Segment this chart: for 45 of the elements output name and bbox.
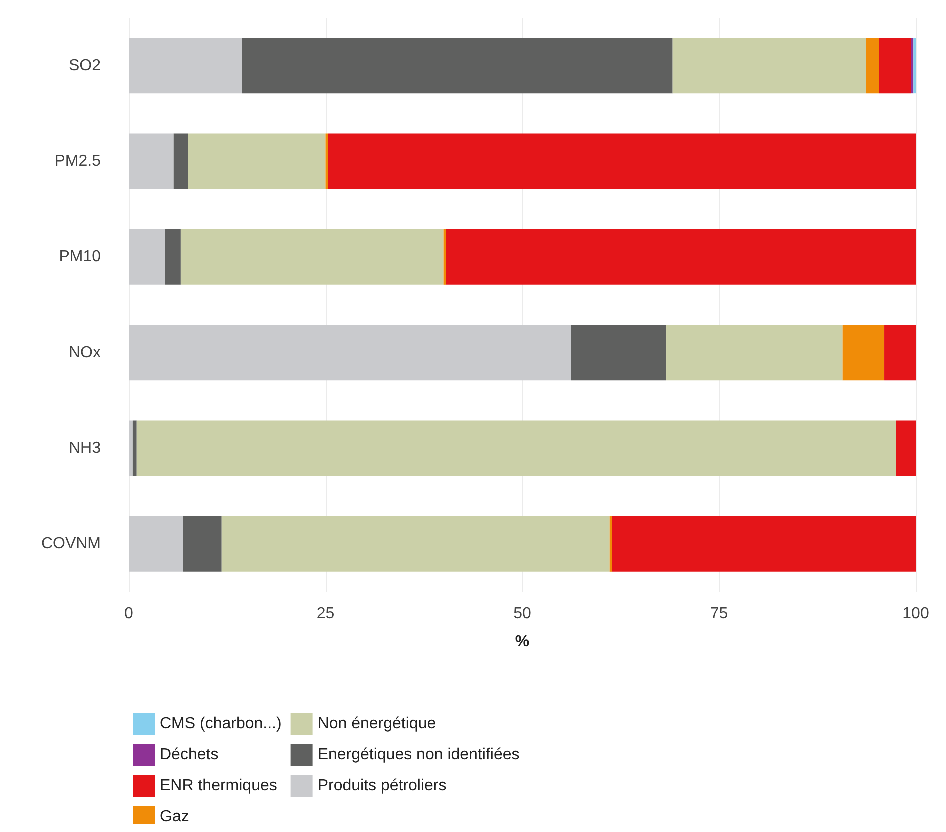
bar <box>132 420 137 476</box>
bar <box>672 38 866 94</box>
bar <box>129 420 133 476</box>
bar <box>183 516 222 572</box>
x-tick-label: 75 <box>710 606 728 622</box>
bar <box>612 516 916 572</box>
legend-label: CMS (charbon...) <box>160 716 282 732</box>
x-tick-label: 50 <box>514 606 532 622</box>
bar <box>328 134 916 190</box>
legend-label: Produits pétroliers <box>318 778 447 794</box>
bar <box>884 325 916 381</box>
x-axis-title: % <box>515 634 530 650</box>
bar <box>174 134 188 190</box>
legend-label: Energétiques non identifiées <box>318 746 520 764</box>
bar <box>896 420 916 476</box>
y-tick-label: PM10 <box>59 248 102 266</box>
bar <box>866 38 880 94</box>
y-tick-label: SO2 <box>68 57 102 74</box>
bar <box>222 516 610 572</box>
bar <box>129 516 184 572</box>
legend-label: Déchets <box>160 746 219 764</box>
legend-label: ENR thermiques <box>160 778 278 794</box>
bar <box>879 38 912 94</box>
x-tick-label: 100 <box>902 606 930 622</box>
bar <box>129 134 174 190</box>
x-tick-label: 25 <box>316 606 335 622</box>
x-tick-label: 0 <box>124 606 134 622</box>
y-tick-label: NOx <box>69 344 101 362</box>
bar <box>842 325 885 381</box>
y-tick-label: NH3 <box>68 440 102 457</box>
bar <box>129 229 166 285</box>
bar <box>180 229 444 285</box>
legend-label: Gaz <box>160 808 190 826</box>
bar <box>129 325 572 381</box>
bar <box>136 420 896 476</box>
bar <box>242 38 673 94</box>
bar <box>571 325 667 381</box>
y-tick-label: COVNM <box>41 536 101 553</box>
y-tick-label: PM2.5 <box>54 153 102 170</box>
bar <box>666 325 843 381</box>
bar <box>165 229 181 285</box>
legend-label: Non énergétique <box>318 716 436 732</box>
bar <box>188 134 326 190</box>
bar <box>129 38 242 94</box>
bar <box>446 229 916 285</box>
